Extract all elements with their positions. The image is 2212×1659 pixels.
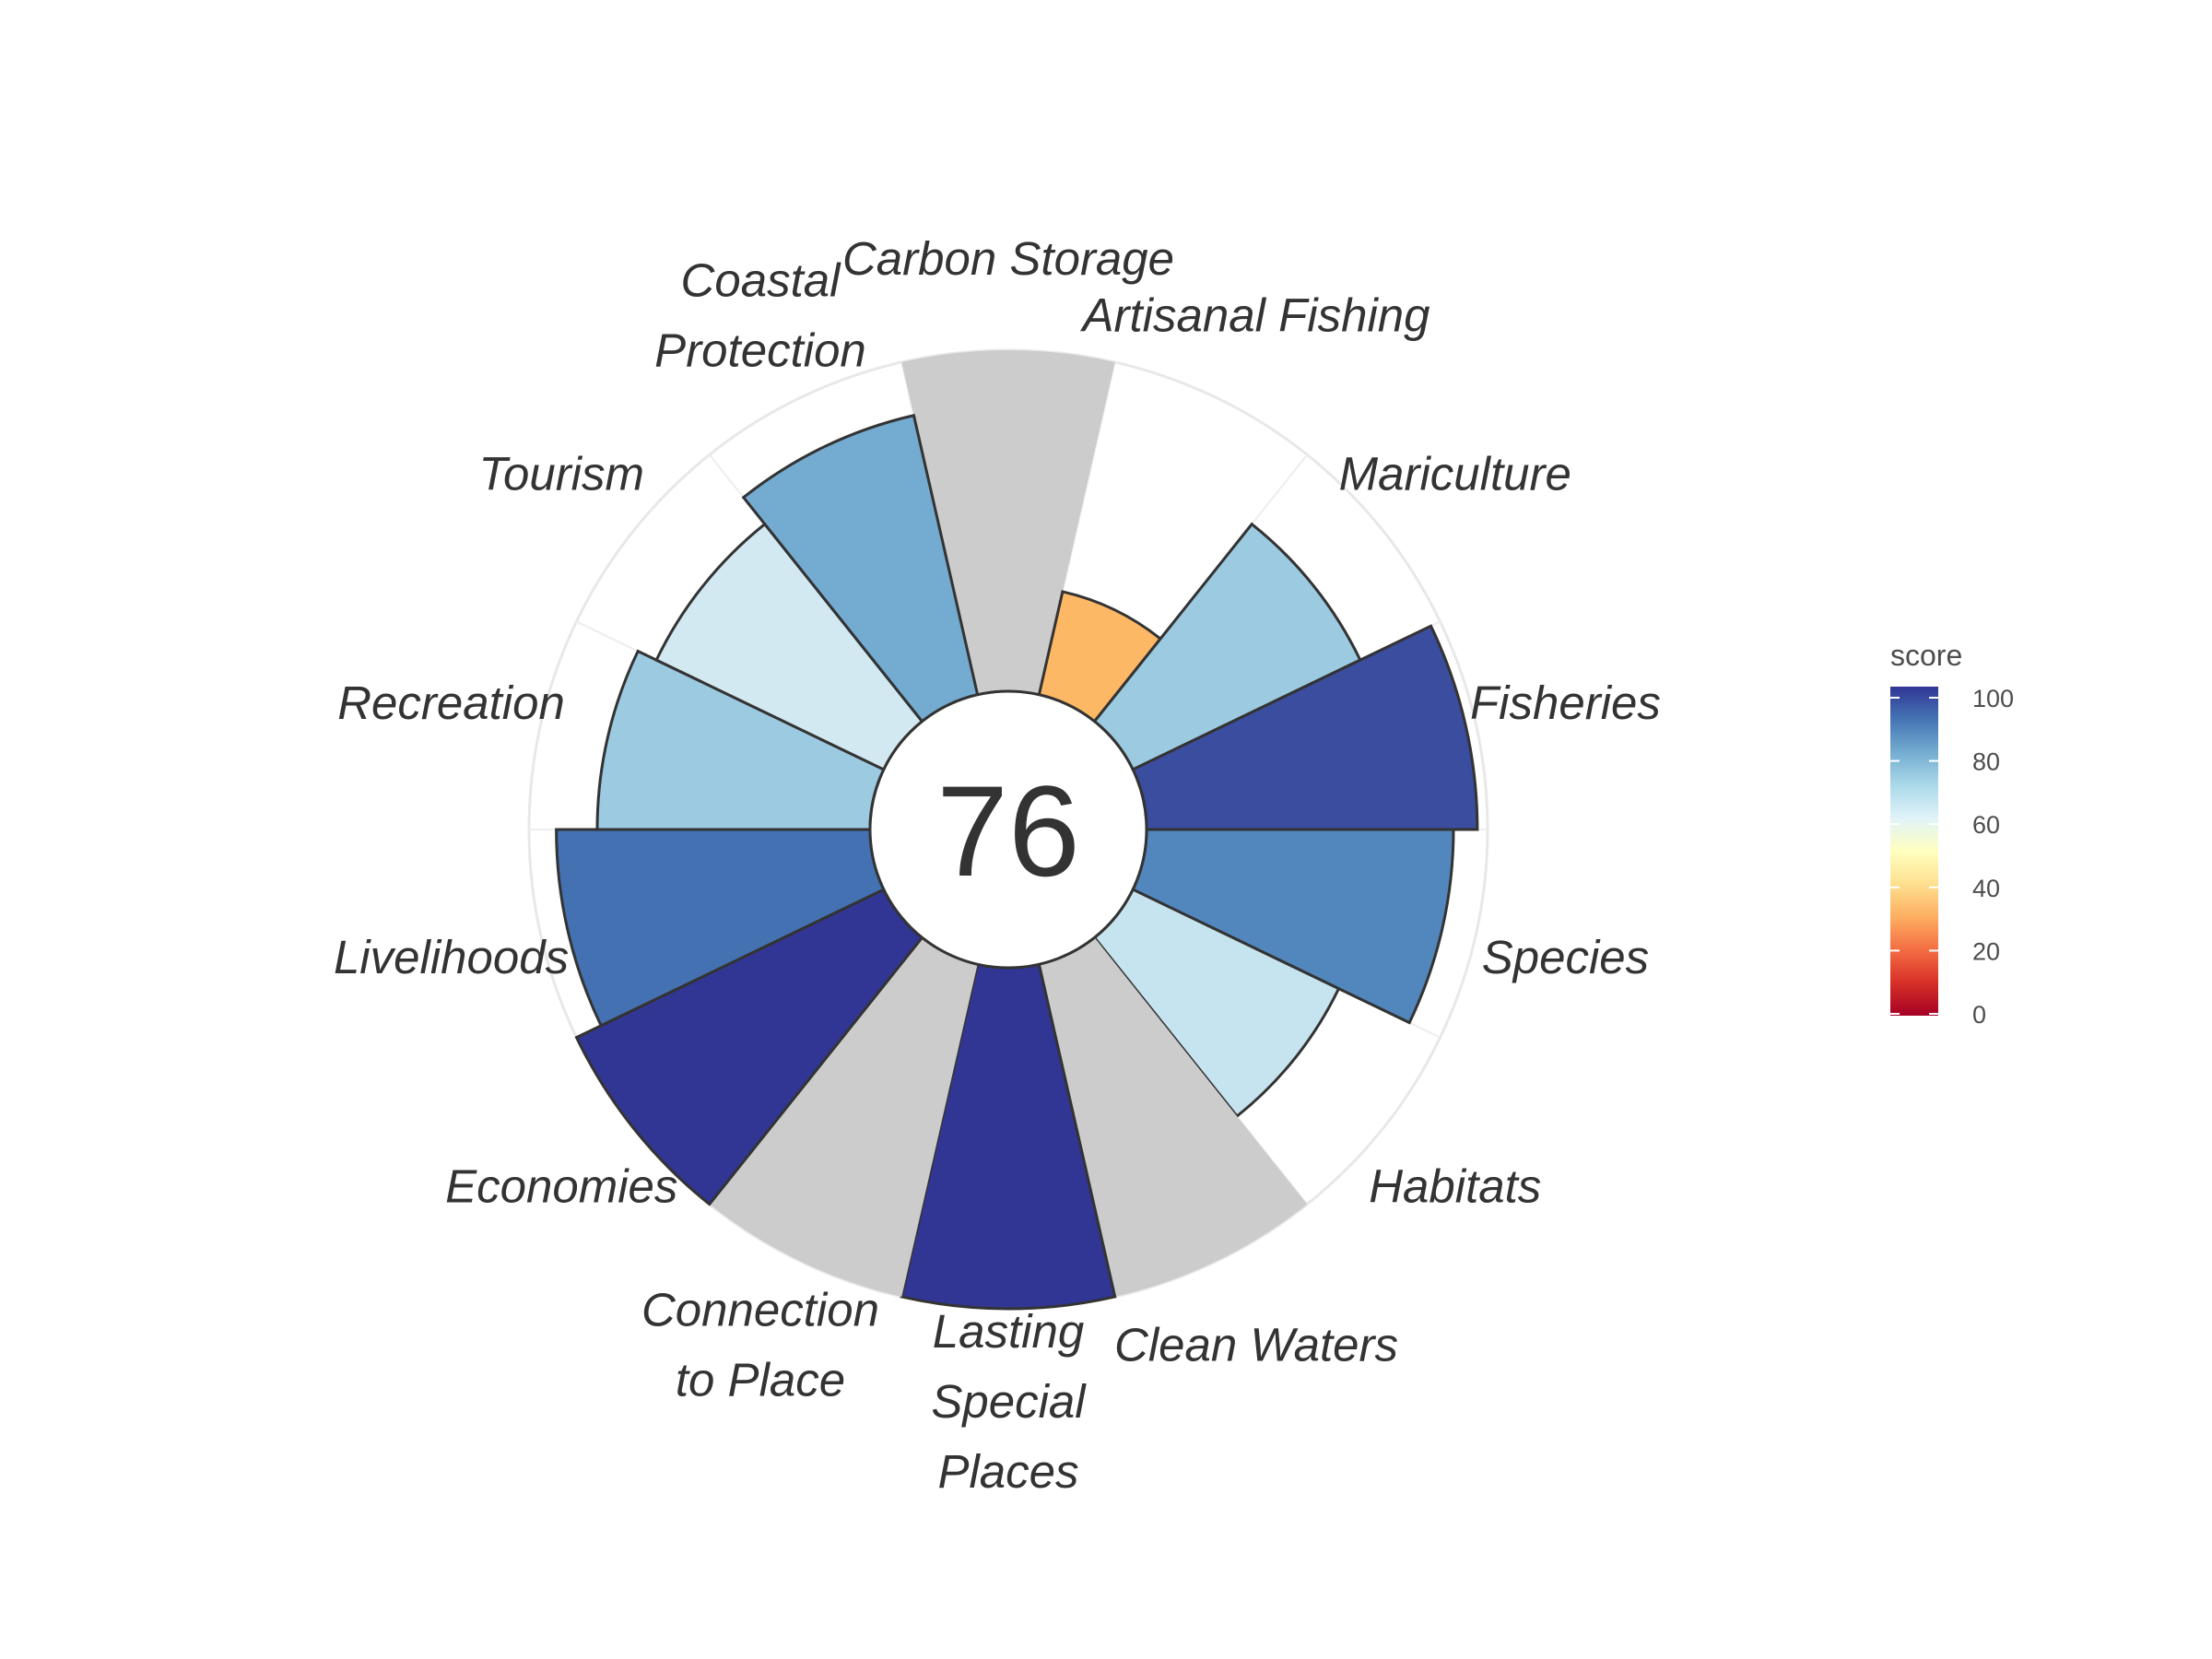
goal-label: Livelihoods: [334, 931, 569, 983]
petal-carbon-storage: [901, 350, 1115, 695]
petal-connection-to-place: [709, 937, 978, 1297]
legend-ticks: 100 80 60 40 20 0: [1890, 685, 2014, 1029]
legend-tick-label: 40: [1972, 875, 2000, 902]
goal-label: Carbon Storage: [842, 232, 1174, 285]
legend-colorbar: [1890, 687, 1938, 1016]
goal-label: Clean Waters: [1114, 1319, 1398, 1371]
center-score: 76: [936, 759, 1080, 903]
petal-clean-waters: [1039, 937, 1308, 1297]
goal-label: Lasting Special Places: [931, 1305, 1087, 1498]
goal-label: Connection to Place: [641, 1284, 879, 1406]
legend-tick-label: 80: [1972, 748, 2000, 776]
legend-tick-label: 60: [1972, 811, 2000, 839]
goal-label: Tourism: [479, 447, 645, 500]
color-legend: score 100 80 60 40 20 0: [1890, 639, 2014, 1029]
goal-label: Species: [1482, 931, 1649, 983]
goal-label: Mariculture: [1339, 447, 1571, 500]
goal-label: Habitats: [1369, 1160, 1541, 1213]
goal-label: Recreation: [337, 677, 565, 729]
goal-label: Artisanal Fishing: [1080, 288, 1430, 341]
goal-label: Coastal Protection: [654, 253, 866, 376]
legend-tick-label: 100: [1972, 685, 2014, 712]
legend-tick-label: 0: [1972, 1001, 1986, 1029]
goal-label: Economies: [445, 1160, 677, 1213]
legend-title: score: [1890, 639, 1962, 672]
goal-label: Fisheries: [1470, 677, 1661, 729]
center-circle: [868, 689, 1148, 970]
legend-tick-label: 20: [1972, 937, 2000, 965]
